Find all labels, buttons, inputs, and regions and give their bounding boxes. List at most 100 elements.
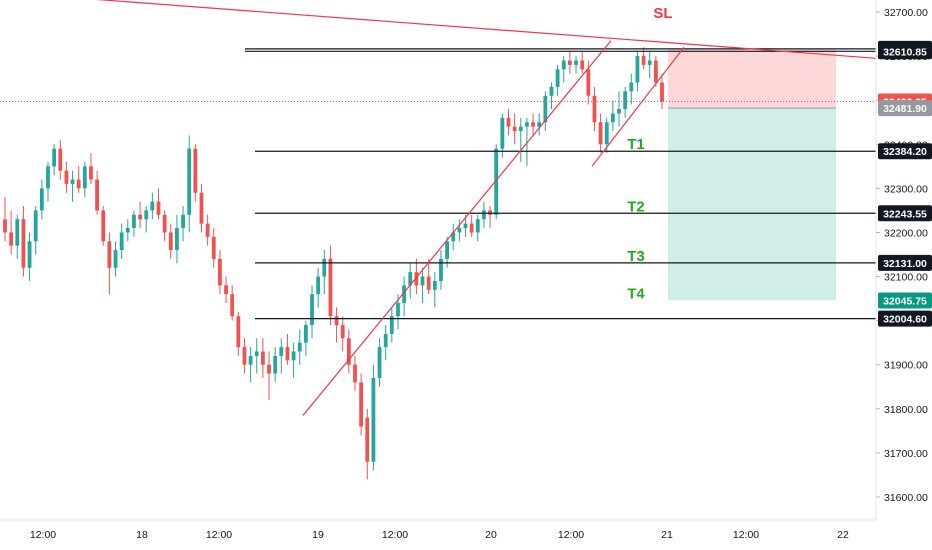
price-tick-label: 31900.00 xyxy=(884,360,928,372)
candle-body xyxy=(555,69,560,87)
price-axis: 32700.0032600.0032500.0032400.0032300.00… xyxy=(875,0,932,520)
candle-body xyxy=(273,355,278,374)
time-tick-label: 21 xyxy=(661,529,673,541)
candle-body xyxy=(610,113,615,123)
price-tick-label: 31800.00 xyxy=(884,404,928,416)
candle-body xyxy=(119,232,124,251)
candle-body xyxy=(291,351,296,361)
price-tick-label: 32100.00 xyxy=(884,272,928,284)
candle-body xyxy=(469,223,474,233)
candle-body xyxy=(89,166,93,180)
level-price-tag-bg xyxy=(878,43,932,60)
stop-loss-zone xyxy=(668,48,836,109)
candle-body xyxy=(629,82,634,92)
candle-body xyxy=(445,241,449,259)
candle-body xyxy=(396,303,400,317)
candle-body xyxy=(70,179,75,184)
candle-body xyxy=(303,325,308,343)
candle-body xyxy=(414,272,419,286)
candle-body xyxy=(162,214,167,233)
level-price-tag-bg xyxy=(878,205,932,222)
candle-body xyxy=(39,188,44,211)
target-annotation: T4 xyxy=(627,285,645,302)
candle-body xyxy=(224,285,228,295)
level-price-tag: 32004.60 xyxy=(883,314,927,326)
candle-body xyxy=(95,179,100,211)
candle-body xyxy=(377,347,382,378)
candle-body xyxy=(242,347,247,365)
candle-body xyxy=(586,69,591,96)
chart-annotations: SL T1 T2 T3 T4 xyxy=(627,5,672,302)
candle-body xyxy=(218,258,222,286)
candle-body xyxy=(340,325,345,339)
candle-body xyxy=(33,210,38,242)
candle-body xyxy=(328,258,333,317)
candle-body xyxy=(199,192,204,224)
candle-body xyxy=(156,201,161,215)
target-annotation: T1 xyxy=(627,136,645,153)
time-tick-label: 22 xyxy=(837,529,849,541)
candle-body xyxy=(574,60,578,65)
level-price-tag: 32131.00 xyxy=(883,258,927,270)
candle-body xyxy=(451,232,456,242)
candle-body xyxy=(623,91,628,109)
target-price-tag-bg xyxy=(878,292,932,309)
channel-lower-trendline xyxy=(302,40,612,416)
price-tick-label: 32200.00 xyxy=(884,227,928,239)
level-price-tag: 32610.85 xyxy=(883,46,927,58)
candle-body xyxy=(359,382,364,427)
candle-body xyxy=(647,60,652,65)
resistance-trendline xyxy=(95,0,877,59)
candle-body xyxy=(144,210,149,220)
candle-body xyxy=(205,223,210,237)
price-tick-label: 32700.00 xyxy=(884,7,928,19)
candle-body xyxy=(132,214,136,229)
time-tick-label: 20 xyxy=(485,529,497,541)
candle-body xyxy=(420,276,425,286)
price-tick-label: 31700.00 xyxy=(884,448,928,460)
candle-body xyxy=(518,126,523,132)
candle-body xyxy=(580,60,585,70)
candle-body xyxy=(285,347,290,361)
time-tick-label: 12:00 xyxy=(30,529,56,541)
candle-body xyxy=(432,280,437,290)
candle-body xyxy=(316,276,321,295)
candle-body xyxy=(248,355,253,365)
candle-body xyxy=(82,166,87,189)
price-tick-label: 31600.00 xyxy=(884,492,928,504)
candle-body xyxy=(230,294,235,317)
candle-body xyxy=(567,60,572,65)
candle-body xyxy=(101,210,106,242)
candle-body xyxy=(598,122,603,145)
candle-body xyxy=(138,214,142,220)
candle-body xyxy=(402,285,407,303)
candle-body xyxy=(482,210,486,220)
time-tick-label: 12:00 xyxy=(382,529,408,541)
time-tick-label: 12:00 xyxy=(733,529,759,541)
price-tick-label: 32300.00 xyxy=(884,183,928,195)
candle-body xyxy=(15,219,20,246)
candle-body xyxy=(3,219,7,233)
candle-body xyxy=(279,347,284,356)
candle-body xyxy=(52,148,57,167)
entry-price-tag-bg xyxy=(878,100,932,117)
candle-body xyxy=(512,126,517,132)
candle-body xyxy=(27,241,32,268)
candle-body xyxy=(537,122,542,127)
level-price-tag: 32243.55 xyxy=(883,208,927,220)
level-price-tag: 32384.20 xyxy=(883,146,927,158)
candle-body xyxy=(150,201,155,211)
profit-zone xyxy=(668,108,836,301)
candle-body xyxy=(334,316,339,326)
target-annotation: T3 xyxy=(627,248,645,265)
candle-body xyxy=(9,232,14,246)
candle-body xyxy=(187,148,192,215)
candle-body xyxy=(175,228,179,251)
candle-body xyxy=(488,210,492,215)
time-tick-label: 18 xyxy=(136,529,148,541)
entry-price-tag: 32481.90 xyxy=(883,103,927,115)
candle-body xyxy=(475,219,480,233)
candle-body xyxy=(653,60,658,83)
candle-body xyxy=(310,294,314,326)
